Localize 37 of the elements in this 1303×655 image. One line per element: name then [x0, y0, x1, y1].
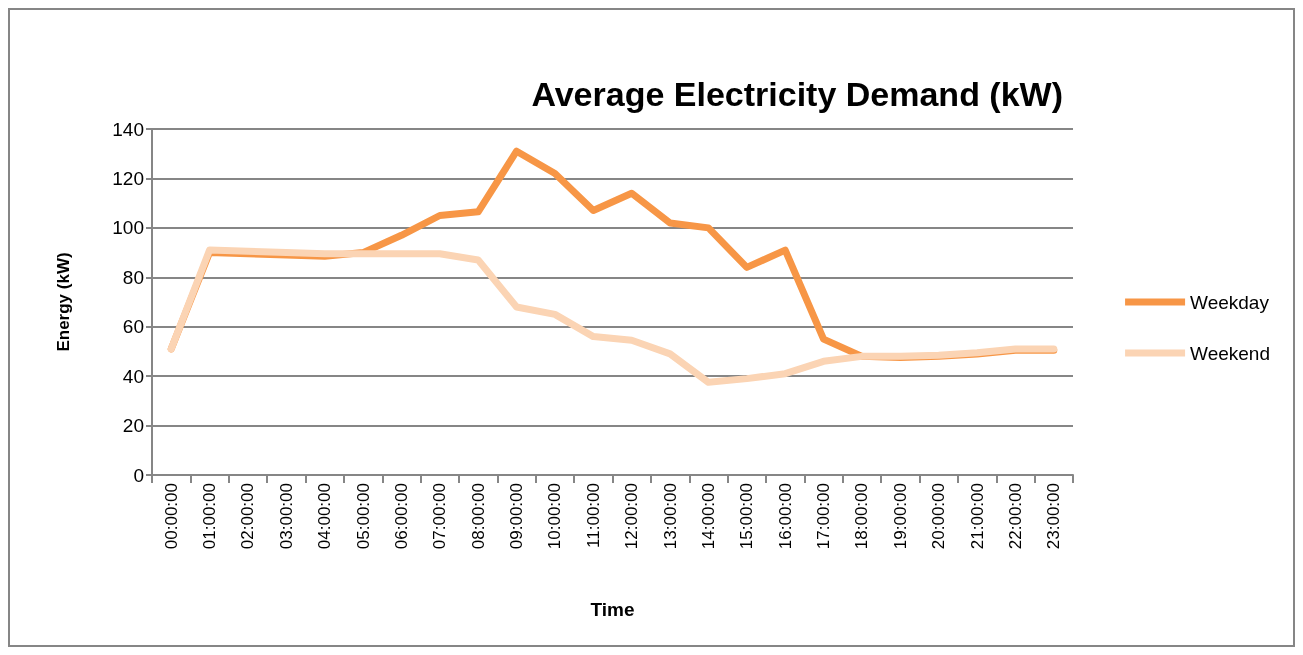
x-tick-label: 21:00:00 [967, 483, 987, 550]
y-axis-title: Energy (kW) [54, 252, 73, 352]
x-tick-label: 14:00:00 [698, 483, 718, 550]
y-tick-label: 140 [112, 118, 144, 140]
x-tick-label: 15:00:00 [737, 483, 757, 550]
y-tick-label: 0 [133, 464, 144, 486]
y-tick-label: 60 [122, 316, 144, 338]
x-tick-label: 22:00:00 [1005, 483, 1025, 550]
x-tick-label: 04:00:00 [315, 483, 335, 550]
y-tick-label: 80 [122, 266, 144, 288]
x-tick-label: 12:00:00 [622, 483, 642, 550]
x-tick-label: 01:00:00 [200, 483, 220, 550]
x-tick-label: 05:00:00 [353, 483, 373, 550]
x-tick-label: 08:00:00 [468, 483, 488, 550]
x-tick-label: 02:00:00 [238, 483, 258, 550]
x-tick-label: 17:00:00 [814, 483, 834, 550]
x-tick-label: 09:00:00 [507, 483, 527, 550]
x-tick-label: 18:00:00 [852, 483, 872, 550]
x-tick-label: 11:00:00 [583, 483, 603, 548]
y-tick-label: 120 [112, 167, 144, 189]
chart-title: Average Electricity Demand (kW) [531, 75, 1064, 113]
x-tick-label: 03:00:00 [276, 483, 296, 550]
legend-label: Weekday [1190, 291, 1270, 313]
x-tick-label: 20:00:00 [929, 483, 949, 550]
legend-label: Weekend [1190, 342, 1271, 364]
y-tick-label: 20 [122, 415, 144, 437]
x-axis-title: Time [590, 599, 635, 620]
y-tick-label: 100 [112, 217, 144, 239]
x-tick-label: 23:00:00 [1044, 483, 1064, 550]
x-tick-label: 16:00:00 [775, 483, 795, 550]
x-tick-label: 13:00:00 [660, 483, 680, 550]
x-tick-label: 06:00:00 [391, 483, 411, 550]
y-tick-label: 40 [122, 365, 144, 387]
x-tick-label: 00:00:00 [161, 483, 181, 550]
x-tick-label: 07:00:00 [430, 483, 450, 550]
x-tick-label: 10:00:00 [545, 483, 565, 550]
x-tick-label: 19:00:00 [890, 483, 910, 550]
